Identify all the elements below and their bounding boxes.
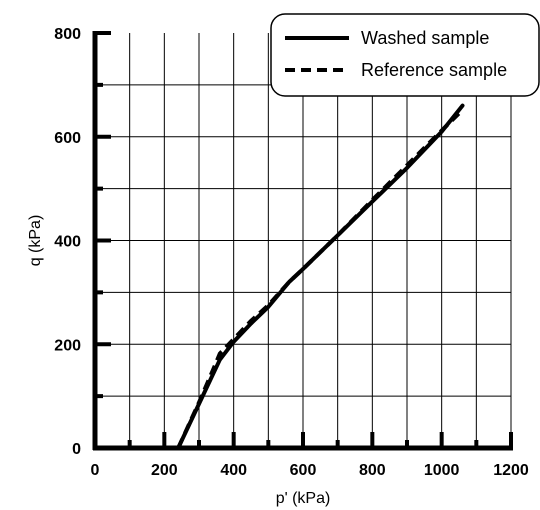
legend-label-1: Reference sample [361, 60, 507, 80]
legend: Washed sample Reference sample [270, 13, 540, 97]
series-group [176, 103, 465, 450]
legend-box [270, 13, 540, 97]
x-axis-title: p' (kPa) [276, 490, 331, 507]
legend-label-0: Washed sample [361, 28, 489, 48]
y-tick-label: 0 [72, 441, 81, 458]
x-tick-label: 600 [290, 462, 317, 479]
x-tick-label: 0 [91, 462, 100, 479]
series-line-1 [176, 111, 461, 449]
x-tick-label: 200 [151, 462, 178, 479]
x-tick-label: 1000 [424, 462, 460, 479]
y-axis-title: q (kPa) [27, 215, 44, 267]
y-tick-label: 200 [54, 337, 81, 354]
x-tick-label: 1200 [493, 462, 529, 479]
y-tick-label: 400 [54, 234, 81, 251]
y-tick-label: 600 [54, 130, 81, 147]
ticks: 0 200 400 600 800 1000 1200 0 200 400 600 800 [54, 26, 529, 479]
series-line-0 [176, 103, 465, 450]
x-tick-label: 800 [359, 462, 386, 479]
y-tick-label: 800 [54, 26, 81, 43]
x-tick-label: 400 [220, 462, 247, 479]
